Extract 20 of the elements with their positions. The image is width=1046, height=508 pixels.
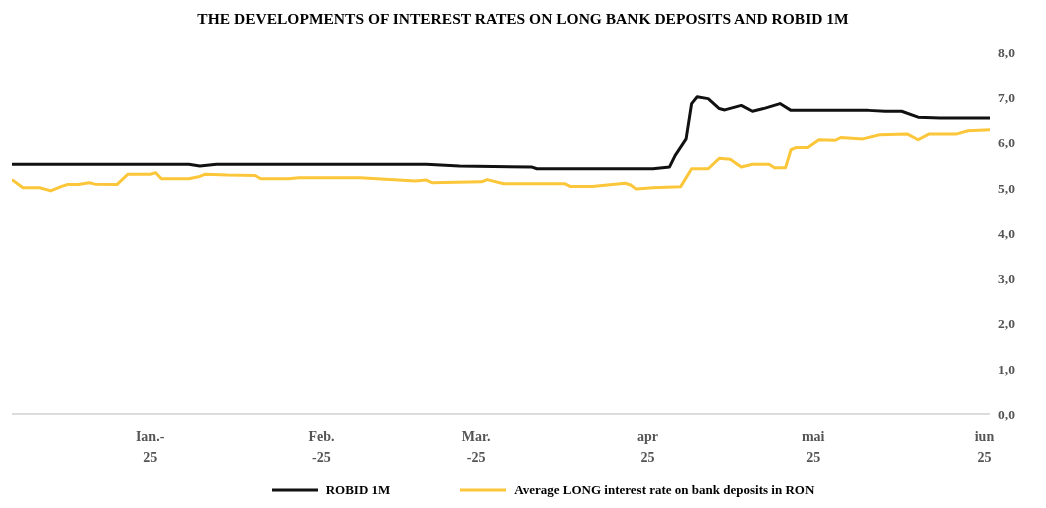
x-tick-label: mai 25 [801,428,825,466]
x-tick-label: Feb. -25 [308,428,335,466]
y-tick-label: 3,0 [998,271,1016,287]
y-tick-label: 7,0 [998,90,1016,106]
y-tick-label: 1,0 [998,361,1016,377]
y-tick-label: 4,0 [998,225,1016,241]
x-tick-label: Ian.- 25 [135,428,165,466]
y-tick-label: 5,0 [998,180,1016,196]
y-tick-label: 0,0 [998,406,1016,422]
chart-title: THE DEVELOPMENTS OF INTEREST RATES ON LONG BANK DEPOSITS AND ROBID 1M [196,9,850,29]
x-tick-label: Mar. -25 [461,428,491,466]
y-tick-label: 2,0 [998,316,1016,332]
y-tick-label: 8,0 [998,44,1016,60]
y-tick-label: 6,0 [998,135,1016,151]
line-series [12,95,990,171]
legend-label: Average LONG interest rate on bank deposits in RON [514,482,815,498]
x-tick-label: iun 25 [974,428,995,466]
line-series [12,128,990,193]
legend-label: ROBID 1M [325,482,391,498]
x-tick-label: apr 25 [636,428,658,466]
